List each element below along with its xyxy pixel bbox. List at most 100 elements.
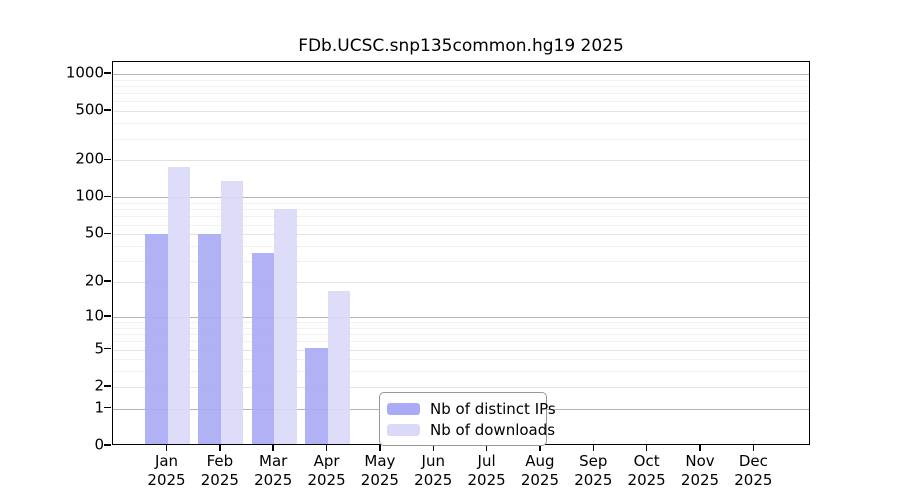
distinct-ips-bar [251, 252, 275, 444]
x-tick-label: Apr 2025 [287, 452, 367, 490]
y-tick-mark [104, 347, 111, 350]
year-label: 2025 [734, 471, 773, 489]
distinct-ips-bar [145, 234, 168, 444]
year-label: 2025 [680, 471, 720, 489]
y-tick-label: 500 [75, 100, 104, 119]
month-label: Jun [421, 452, 445, 470]
month-label: Sep [579, 452, 608, 470]
month-label: Dec [738, 452, 768, 470]
y-tick-label: 10 [84, 306, 104, 325]
x-tick-label: Aug 2025 [500, 452, 580, 490]
year-label: 2025 [307, 471, 346, 489]
y-tick-label: 100 [75, 186, 104, 205]
downloads-swatch [387, 423, 420, 436]
major-gridline [113, 234, 809, 236]
major-gridline [113, 197, 809, 199]
minor-gridline [113, 359, 809, 361]
y-tick-mark [104, 406, 111, 409]
x-tick-mark [379, 445, 381, 451]
downloads-bar [327, 291, 351, 444]
y-tick-label: 0 [94, 435, 104, 454]
distinct-ips-swatch [387, 402, 420, 415]
minor-gridline [113, 138, 809, 140]
legend: Nb of distinct IPs Nb of downloads [379, 392, 556, 446]
x-tick-mark [539, 445, 541, 451]
y-tick-label: 50 [84, 223, 104, 242]
x-tick-mark [485, 445, 488, 451]
x-tick-mark [165, 445, 168, 451]
y-tick-mark [104, 315, 111, 317]
month-label: Nov [685, 452, 715, 470]
downloads-bar [167, 167, 190, 444]
y-tick-mark [104, 232, 111, 234]
month-label: Jan [154, 452, 179, 470]
x-tick-label: May 2025 [340, 452, 420, 490]
legend-label-distinct-ips: Nb of distinct IPs [430, 399, 556, 418]
y-tick-label: 2 [94, 376, 104, 395]
y-tick-mark [104, 385, 111, 387]
x-tick-mark [592, 445, 595, 451]
x-tick-label: Dec 2025 [713, 452, 793, 490]
minor-gridline [113, 246, 809, 247]
legend-item-downloads: Nb of downloads [387, 421, 555, 439]
year-label: 2025 [147, 471, 186, 489]
x-tick-mark [752, 445, 755, 451]
major-gridline [113, 282, 809, 284]
x-tick-label: Oct 2025 [607, 452, 687, 490]
y-tick-label: 1 [94, 398, 104, 417]
x-tick-mark [272, 445, 274, 451]
minor-gridline [113, 101, 809, 103]
minor-gridline [113, 79, 809, 81]
x-tick-label: Jul 2025 [447, 452, 527, 490]
year-label: 2025 [254, 471, 293, 489]
chart-title: FDb.UCSC.snp135common.hg19 2025 [298, 36, 624, 56]
minor-gridline [113, 327, 809, 329]
major-gridline [113, 349, 809, 351]
downloads-bar [274, 208, 297, 444]
minor-gridline [113, 371, 809, 373]
minor-gridline [113, 209, 809, 211]
month-label: Oct [633, 452, 660, 470]
x-tick-label: Nov 2025 [660, 452, 740, 490]
y-tick-mark [104, 72, 111, 74]
y-tick-mark [104, 195, 111, 198]
minor-gridline [113, 203, 809, 205]
y-tick-mark [104, 109, 111, 111]
downloads-bar [220, 181, 244, 444]
x-tick-label: Feb 2025 [180, 452, 260, 490]
y-tick-mark [104, 280, 111, 282]
x-tick-label: Sep 2025 [553, 452, 633, 490]
month-label: Aug [525, 452, 555, 470]
minor-gridline [113, 85, 809, 87]
year-label: 2025 [520, 471, 560, 489]
major-gridline [113, 111, 809, 113]
x-tick-mark [432, 445, 434, 451]
x-tick-mark [645, 445, 648, 451]
major-gridline [113, 160, 809, 162]
month-label: Mar [259, 452, 288, 470]
minor-gridline [113, 334, 809, 336]
minor-gridline [113, 322, 809, 323]
major-gridline [113, 386, 809, 388]
month-label: Jul [477, 452, 496, 470]
x-tick-label: Jun 2025 [393, 452, 473, 490]
y-tick-label: 200 [75, 149, 104, 168]
month-label: May [364, 452, 396, 470]
major-gridline [113, 316, 809, 318]
minor-gridline [113, 261, 809, 263]
x-tick-label: Mar 2025 [233, 452, 313, 490]
plot-area: Nb of distinct IPs Nb of downloads [112, 61, 810, 446]
legend-label-downloads: Nb of downloads [430, 420, 556, 439]
y-tick-label: 1000 [65, 63, 104, 82]
minor-gridline [113, 216, 809, 218]
x-tick-mark [325, 445, 328, 451]
distinct-ips-bar [305, 347, 328, 444]
x-tick-mark [699, 445, 701, 451]
x-tick-label: Jan 2025 [127, 452, 207, 490]
year-label: 2025 [360, 471, 399, 489]
minor-gridline [113, 341, 809, 343]
minor-gridline [113, 224, 809, 226]
y-tick-mark [104, 444, 111, 446]
y-tick-label: 5 [94, 339, 104, 357]
